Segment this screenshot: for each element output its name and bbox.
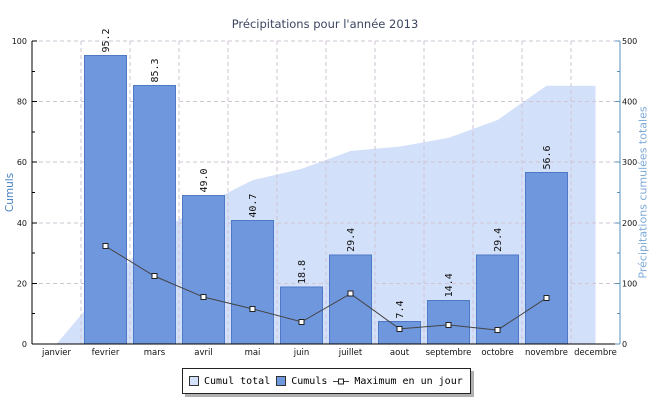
y-tick-label: 100 bbox=[12, 37, 27, 46]
bar-juillet bbox=[329, 254, 372, 345]
bar-mars bbox=[133, 85, 176, 345]
grid-layer bbox=[32, 40, 620, 344]
bar-data-label: 85.3 bbox=[150, 58, 161, 82]
x-tick-label: avril bbox=[194, 348, 212, 358]
legend-marker-sample bbox=[338, 378, 345, 385]
line-point-marker bbox=[102, 243, 109, 250]
bar-data-label: 29.4 bbox=[493, 228, 504, 252]
y2-tick-label: 500 bbox=[622, 37, 637, 46]
bar-data-label: 49.0 bbox=[199, 168, 210, 192]
bar-mai bbox=[231, 220, 274, 345]
bar-data-label: 95.2 bbox=[101, 28, 112, 52]
line-series-maximum-en-un-jour bbox=[105, 245, 547, 331]
bar-fevrier bbox=[84, 55, 127, 345]
line-point-marker bbox=[298, 318, 305, 325]
legend-swatch-area bbox=[189, 376, 199, 386]
legend-item-cumuls: Cumuls bbox=[276, 376, 327, 387]
y-tick-label: 60 bbox=[17, 158, 27, 167]
x-tick-label: septembre bbox=[426, 348, 472, 358]
y2-tick-label: 200 bbox=[622, 219, 637, 228]
y-tick-label: 20 bbox=[17, 279, 27, 288]
y-tick-label: 80 bbox=[17, 98, 27, 107]
chart-title: Précipitations pour l'année 2013 bbox=[232, 17, 419, 31]
bar-data-label: 40.7 bbox=[248, 194, 259, 218]
line-point-marker bbox=[200, 294, 207, 301]
legend-item-cumul-total: Cumul total bbox=[189, 376, 270, 387]
line-point-marker bbox=[396, 325, 403, 332]
line-point-marker bbox=[249, 305, 256, 312]
bar-octobre bbox=[476, 254, 519, 345]
bar-aout bbox=[378, 321, 421, 345]
y2-axis-title: Précipitations cumulées totales bbox=[637, 106, 650, 278]
y-tick-label: 40 bbox=[17, 219, 27, 228]
line-point-marker bbox=[494, 327, 501, 334]
x-tick-label: fevrier bbox=[92, 348, 120, 358]
x-tick-label: mai bbox=[245, 348, 261, 358]
bar-juin bbox=[280, 286, 323, 345]
x-tick-label: novembre bbox=[525, 348, 568, 358]
y2-tick-label: 400 bbox=[622, 98, 637, 107]
legend-swatch-line bbox=[333, 378, 350, 385]
line-point-marker bbox=[151, 273, 158, 280]
bar-data-label: 29.4 bbox=[346, 228, 357, 252]
legend-swatch-bar bbox=[276, 376, 287, 386]
legend: Cumul total Cumuls Maximum en un jour bbox=[182, 368, 471, 394]
x-tick-label: janvier bbox=[41, 348, 72, 358]
axes-layer bbox=[31, 40, 621, 345]
bar-data-label: 7.4 bbox=[395, 301, 406, 319]
y-tick-label: 0 bbox=[22, 340, 27, 349]
legend-item-maximum-en-un-jour: Maximum en un jour bbox=[333, 375, 463, 387]
bars-layer bbox=[84, 55, 568, 345]
x-tick-label: decembre bbox=[574, 348, 617, 358]
x-tick-label: octobre bbox=[481, 348, 513, 358]
x-tick-label: aout bbox=[390, 348, 410, 358]
legend-label: Cumuls bbox=[291, 375, 328, 387]
x-tick-label: mars bbox=[144, 348, 166, 358]
y-axis-title: Cumuls bbox=[4, 173, 16, 212]
y2-tick-label: 0 bbox=[622, 340, 627, 349]
bar-data-label: 18.8 bbox=[297, 260, 308, 284]
x-tick-label: juillet bbox=[338, 348, 363, 358]
line-point-marker bbox=[543, 294, 550, 301]
bar-novembre bbox=[525, 172, 568, 345]
legend-label: Maximum en un jour bbox=[354, 375, 463, 387]
line-layer bbox=[102, 243, 550, 334]
y2-tick-label: 300 bbox=[622, 158, 637, 167]
bar-data-label: 14.4 bbox=[444, 273, 455, 297]
line-point-marker bbox=[445, 321, 452, 328]
bar-data-label: 56.6 bbox=[542, 145, 553, 169]
labels-layer: 95.2 85.3 49.0 40.7 18.8 29.4 7.4 14.4 29.4 56.6 0… bbox=[12, 28, 638, 358]
y2-tick-label: 100 bbox=[622, 279, 637, 288]
legend-label: Cumul total bbox=[204, 375, 271, 387]
line-point-marker bbox=[347, 290, 354, 297]
bar-avril bbox=[182, 195, 225, 345]
x-tick-label: juin bbox=[293, 348, 310, 358]
